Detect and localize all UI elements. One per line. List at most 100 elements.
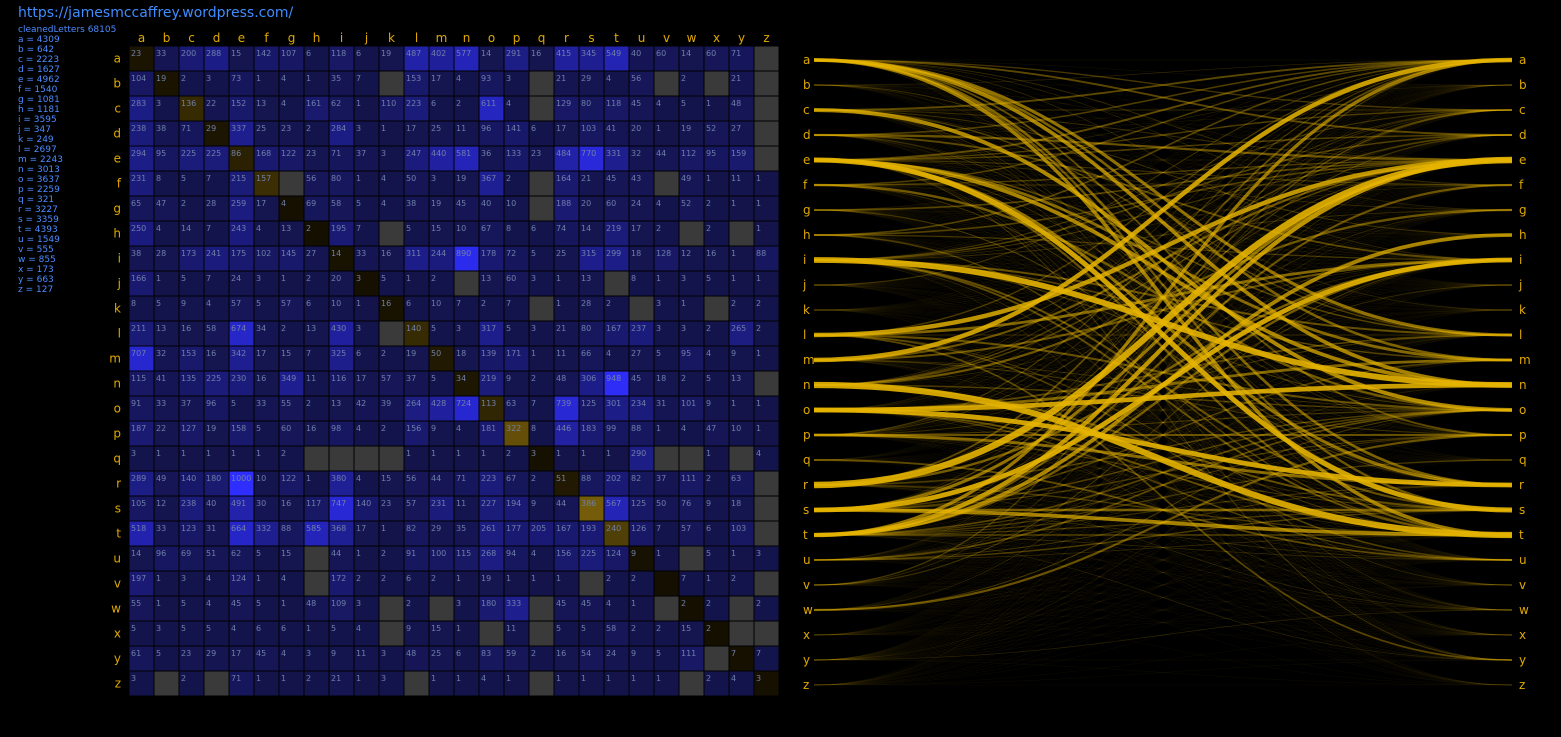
heatmap-col-label-g: g: [288, 31, 296, 45]
heatmap-cell-value: 1: [256, 574, 261, 583]
flow-curve: [813, 159, 1513, 211]
heatmap-cell: 141: [503, 120, 530, 147]
stats-title: cleanedLetters 68105: [18, 25, 117, 35]
flow-curve: [813, 84, 1513, 161]
flow-curve: [813, 534, 1513, 586]
flow-curve: [813, 234, 1513, 636]
flow-curve: [813, 184, 1513, 211]
heatmap-cell-value: 4: [206, 299, 211, 308]
heatmap-cell: 1: [728, 245, 755, 272]
heatmap-cell: 5: [253, 595, 280, 622]
flow-curve: [813, 159, 1513, 236]
heatmap-cell-value: 51: [556, 474, 566, 483]
flow-curve: [813, 184, 1513, 261]
heatmap-cell: 1: [703, 445, 730, 472]
heatmap-cell-value: 3: [181, 574, 186, 583]
heatmap-cell-value: 5: [381, 274, 386, 283]
heatmap-col-label-k: k: [388, 31, 395, 45]
flow-right-label-s: s: [1519, 503, 1525, 517]
heatmap-row-label-k: k: [114, 302, 121, 316]
heatmap-cell: 16: [378, 295, 405, 322]
heatmap-cell: 11: [728, 170, 755, 197]
flow-right-label-j: j: [1518, 278, 1522, 292]
heatmap-cell-value: 1: [281, 274, 286, 283]
heatmap-cell: 102: [253, 245, 280, 272]
heatmap-cell: 5: [653, 645, 680, 672]
heatmap-cell: 86: [228, 145, 255, 172]
heatmap-cell: 9: [328, 645, 355, 672]
flow-right-label-t: t: [1519, 528, 1524, 542]
flow-curve: [813, 134, 1513, 361]
flow-curve: [813, 334, 1513, 586]
source-url-link[interactable]: https://jamesmccaffrey.wordpress.com/: [18, 5, 294, 21]
flow-curve: [813, 84, 1513, 611]
heatmap-cell: 178: [478, 245, 505, 272]
heatmap-col-label-h: h: [313, 31, 321, 45]
heatmap-cell-value: 2: [306, 224, 311, 233]
heatmap-cell-value: 2: [506, 449, 511, 458]
flow-curve: [813, 309, 1513, 686]
heatmap-cell: 105: [128, 495, 155, 522]
heatmap-cell-value: 484: [556, 149, 571, 158]
heatmap-cell: 18: [453, 345, 480, 372]
heatmap-cell-value: 1: [706, 574, 711, 583]
heatmap-cell: 91: [128, 395, 155, 422]
heatmap-cell-value: 674: [231, 324, 246, 333]
heatmap-cell: 188: [553, 195, 580, 222]
flow-curve: [813, 84, 1513, 386]
heatmap-cell-value: 15: [431, 624, 441, 633]
heatmap-cell: 2: [178, 70, 205, 97]
heatmap-col-label-f: f: [264, 31, 269, 45]
flow-curve: [813, 134, 1513, 286]
heatmap-cell-value: 2: [706, 324, 711, 333]
flow-curve: [813, 59, 1513, 436]
heatmap-row-label-g: g: [113, 202, 121, 216]
heatmap-cell-value: 5: [406, 224, 411, 233]
stats-letter-17: r = 3227: [18, 205, 58, 215]
heatmap-cell-value: 17: [256, 349, 266, 358]
flow-curve: [813, 309, 1513, 361]
heatmap-cell-value: 1: [181, 449, 186, 458]
flow-curve: [813, 359, 1513, 386]
flow-curve: [813, 109, 1513, 161]
heatmap-cell-value: 17: [556, 124, 566, 133]
heatmap-cell: 1: [153, 595, 180, 622]
flow-curve: [813, 384, 1513, 586]
heatmap-cell-value: 1: [356, 99, 361, 108]
heatmap-cell: 47: [703, 420, 730, 447]
heatmap-cell: 16: [203, 345, 230, 372]
heatmap-cell: 261: [478, 520, 505, 547]
heatmap-cell-value: 15: [681, 624, 691, 633]
heatmap-cell: 127: [178, 420, 205, 447]
heatmap-cell-value: 234: [631, 399, 646, 408]
stats-letter-6: g = 1081: [18, 95, 60, 105]
heatmap-cell-value: 13: [156, 324, 166, 333]
flow-curve: [813, 59, 1513, 336]
heatmap-cell-value: 95: [156, 149, 166, 158]
flow-curve: [813, 184, 1513, 486]
heatmap-cell-value: 2: [281, 449, 286, 458]
heatmap-cell-value: 9: [431, 424, 436, 433]
flow-curve: [813, 509, 1513, 636]
heatmap-cell-value: 16: [706, 249, 716, 258]
heatmap-cell-value: 3: [431, 174, 436, 183]
heatmap-cell: [378, 595, 405, 622]
heatmap-cell-value: 159: [731, 149, 746, 158]
heatmap-cell: 21: [328, 670, 355, 697]
heatmap-cell-value: 9: [631, 549, 636, 558]
heatmap-col-label-n: n: [463, 31, 471, 45]
heatmap-cell: 5: [678, 95, 705, 122]
heatmap-cell: 7: [678, 570, 705, 597]
flow-left-label-f: f: [803, 178, 808, 192]
heatmap-cell-value: 49: [156, 474, 166, 483]
heatmap-cell: 9: [628, 645, 655, 672]
flow-curve: [813, 434, 1513, 511]
flow-curve: [813, 157, 1513, 538]
flow-right-label-v: v: [1519, 578, 1526, 592]
flow-curve: [813, 159, 1513, 436]
heatmap-cell: 2: [378, 420, 405, 447]
heatmap-cell: 109: [328, 595, 355, 622]
heatmap-cell: 244: [428, 245, 455, 272]
heatmap-cell: 59: [503, 645, 530, 672]
heatmap-cell: 288: [203, 45, 230, 72]
